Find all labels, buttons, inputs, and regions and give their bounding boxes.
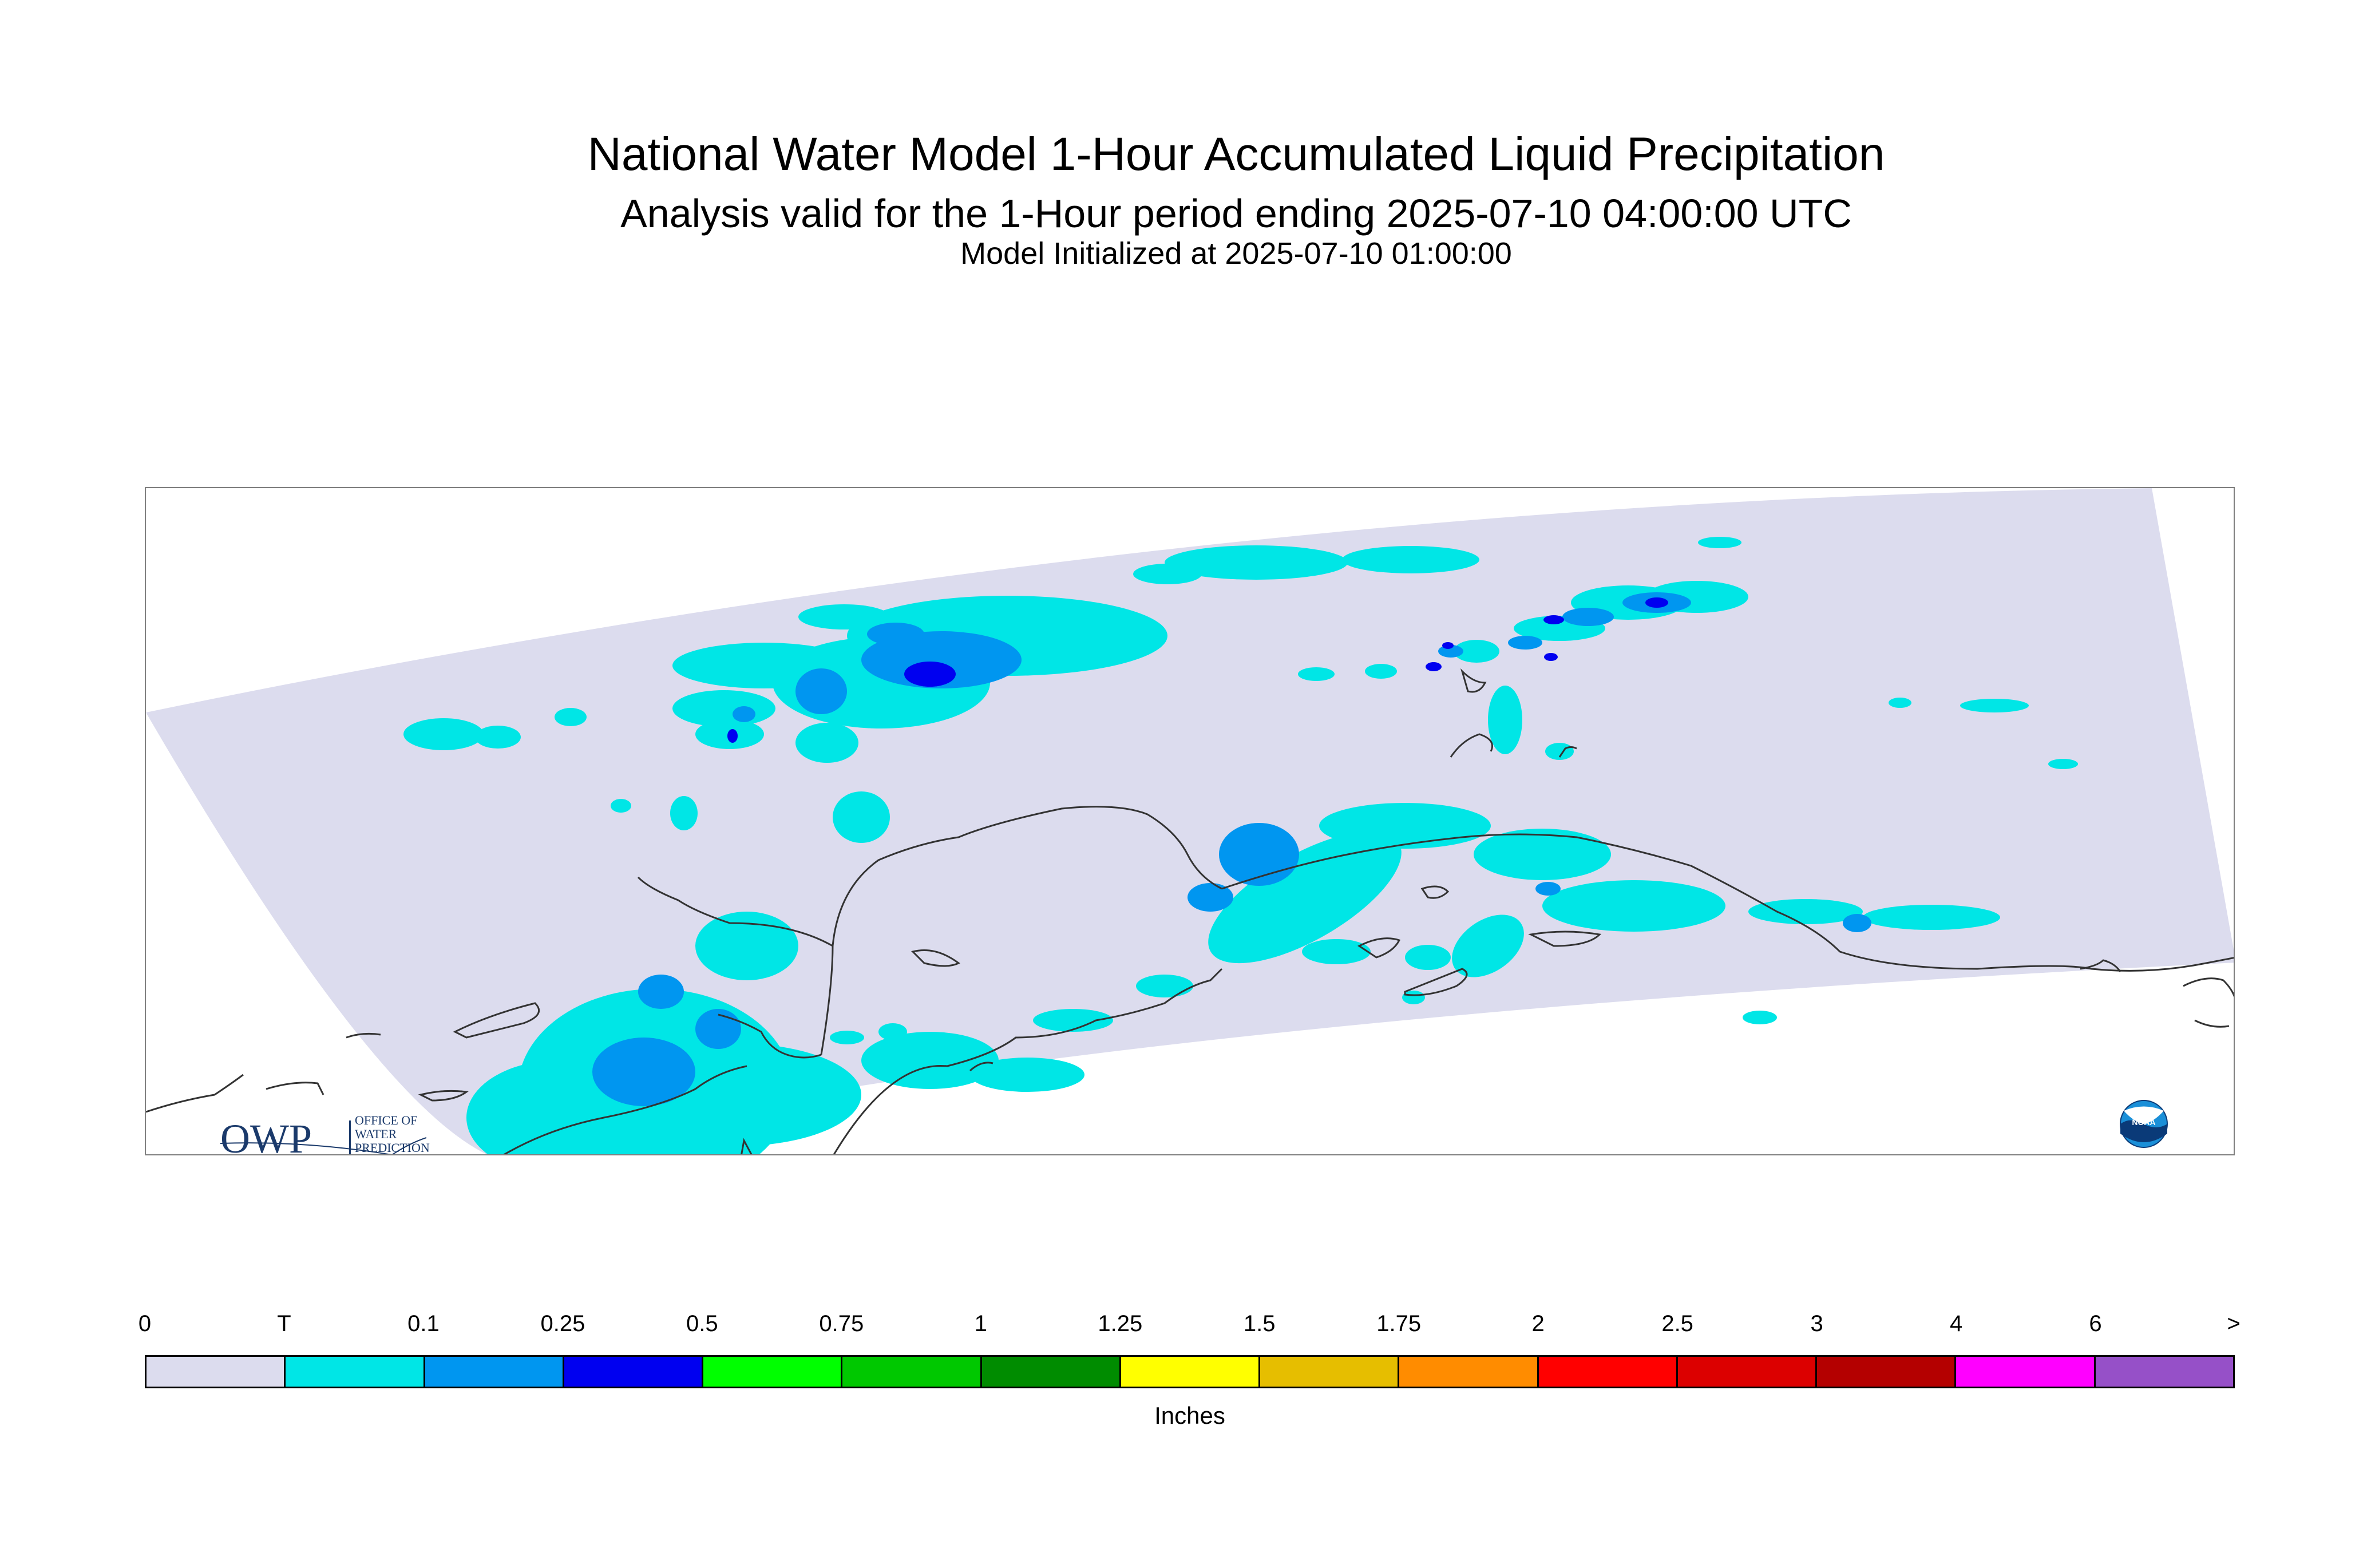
- owp-logo-text-3: PREDICTION: [355, 1141, 430, 1155]
- legend-label: 1.25: [1098, 1311, 1143, 1336]
- legend-swatch: [1260, 1357, 1400, 1387]
- legend-swatch: [1956, 1357, 2096, 1387]
- legend-swatch: [981, 1357, 1121, 1387]
- precip-light-blue-cells: [592, 592, 1871, 1106]
- owp-logo-text-2: WATER: [355, 1127, 397, 1141]
- legend-label: 0: [138, 1311, 152, 1336]
- legend-label: T: [277, 1311, 291, 1336]
- owp-logo-text-1: OFFICE OF: [355, 1113, 418, 1127]
- precip-dark-blue-cells: [727, 597, 1668, 743]
- legend-label: 1: [974, 1311, 987, 1336]
- legend-label: 0.25: [540, 1311, 585, 1336]
- owp-logo-mark: OWP: [220, 1116, 312, 1155]
- legend-label: 0.75: [819, 1311, 864, 1336]
- legend-label: 0.1: [407, 1311, 440, 1336]
- chart-subtitle: Analysis valid for the 1-Hour period end…: [620, 191, 1852, 236]
- legend-swatch: [286, 1357, 425, 1387]
- legend-swatch: [1538, 1357, 1678, 1387]
- legend-units: Inches: [1154, 1402, 1225, 1429]
- noaa-logo-text: NOAA: [2132, 1118, 2156, 1127]
- model-domain: [146, 488, 2234, 1154]
- coastline: [146, 668, 2234, 1154]
- legend-label: >: [2227, 1311, 2241, 1336]
- legend-label: 2: [1531, 1311, 1545, 1336]
- legend-label: 1.5: [1243, 1311, 1276, 1336]
- legend-swatch: [2095, 1357, 2233, 1387]
- legend-label: 6: [2089, 1311, 2102, 1336]
- legend-swatch: [1817, 1357, 1957, 1387]
- legend-colorbar: [145, 1355, 2235, 1388]
- legend-label: 0.5: [686, 1311, 718, 1336]
- map-panel: OWP OFFICE OF WATER PREDICTION NOAA: [145, 487, 2235, 1155]
- chart-title: National Water Model 1-Hour Accumulated …: [587, 128, 1885, 180]
- model-init-time: Model Initialized at 2025-07-10 01:00:00: [960, 236, 1512, 271]
- legend-swatch: [842, 1357, 982, 1387]
- precip-map: [146, 488, 2234, 1154]
- color-legend: 0 T 0.1 0.25 0.5 0.75 1 1.25 1.5 1.75 2 2.5 3 4 6 > Inc…: [138, 1309, 2241, 1447]
- legend-label: 1.75: [1376, 1311, 1422, 1336]
- noaa-logo: NOAA: [2119, 1099, 2168, 1149]
- legend-swatch: [425, 1357, 564, 1387]
- legend-label: 3: [1810, 1311, 1823, 1336]
- legend-swatch: [564, 1357, 704, 1387]
- owp-logo-graphic: [220, 1120, 427, 1154]
- owp-logo: OWP OFFICE OF WATER PREDICTION: [220, 1109, 564, 1155]
- legend-swatch: [147, 1357, 286, 1387]
- legend-swatch: [1677, 1357, 1818, 1387]
- legend-swatch: [703, 1357, 843, 1387]
- legend-swatch: [1121, 1357, 1261, 1387]
- legend-label: 4: [1949, 1311, 1963, 1336]
- legend-labels: 0 T 0.1 0.25 0.5 0.75 1 1.25 1.5 1.75 2 2.5 3 4 6 >: [138, 1309, 2241, 1344]
- legend-label: 2.5: [1661, 1311, 1693, 1336]
- legend-swatch: [1399, 1357, 1539, 1387]
